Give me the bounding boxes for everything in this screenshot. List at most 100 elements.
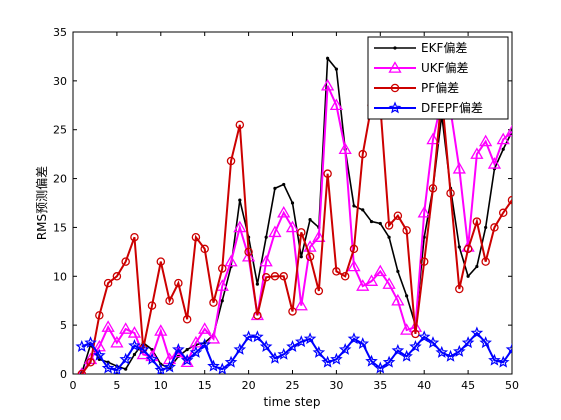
data-point	[347, 332, 361, 345]
x-tick-label: 10	[154, 379, 168, 392]
legend-entry: EKF偏差	[374, 40, 467, 55]
data-point	[419, 257, 429, 266]
data-point	[314, 286, 324, 296]
legend-marker	[388, 61, 402, 73]
y-tick-label: 15	[53, 221, 67, 234]
x-tick-label: 30	[329, 379, 343, 392]
data-point	[121, 257, 130, 266]
data-point	[320, 78, 335, 91]
data-point	[200, 244, 209, 254]
data-point	[224, 355, 238, 368]
data-point	[259, 254, 273, 267]
legend-marker	[390, 83, 400, 93]
data-point	[182, 315, 192, 324]
data-point	[364, 274, 379, 286]
data-point	[472, 217, 482, 226]
data-point	[172, 342, 185, 355]
data-point	[84, 336, 97, 349]
data-point	[487, 157, 502, 169]
data-point	[484, 225, 488, 230]
data-point	[382, 355, 396, 368]
x-tick-label: 0	[70, 379, 77, 392]
data-point	[361, 208, 365, 212]
data-point	[329, 98, 344, 111]
data-point	[268, 351, 282, 364]
data-point	[95, 311, 104, 320]
data-point	[261, 273, 271, 282]
data-point	[444, 349, 457, 362]
data-point	[323, 169, 332, 178]
legend-label: EKF偏差	[421, 40, 467, 55]
y-tick-label: 35	[53, 26, 67, 39]
data-point	[417, 330, 431, 343]
data-point	[86, 358, 95, 367]
x-axis: 0 5 10 15 20 25 30 35 40 45 50	[70, 32, 519, 392]
data-point	[251, 330, 264, 343]
data-point	[218, 264, 227, 273]
data-point	[279, 272, 288, 281]
data-point	[452, 161, 466, 174]
data-point	[191, 232, 201, 242]
data-point	[330, 352, 343, 365]
data-point	[374, 361, 387, 374]
data-point	[356, 337, 370, 350]
data-point	[198, 338, 211, 351]
data-point	[393, 211, 403, 220]
data-point	[156, 257, 166, 266]
data-point	[294, 335, 308, 348]
data-point	[505, 342, 512, 355]
data-point	[259, 340, 273, 352]
legend-box	[367, 36, 509, 120]
data-point	[384, 221, 394, 230]
data-point	[479, 336, 492, 349]
data-point	[387, 235, 391, 239]
data-point	[308, 218, 312, 222]
data-point	[268, 225, 282, 238]
x-tick-label: 5	[113, 379, 120, 392]
data-point	[233, 220, 247, 233]
data-point	[136, 342, 150, 355]
x-tick-label: 20	[242, 379, 256, 392]
legend-label: UKF偏差	[421, 60, 469, 75]
data-point	[198, 322, 212, 334]
data-point	[238, 198, 242, 202]
legend-marker	[388, 101, 402, 114]
data-point	[501, 147, 505, 151]
data-point	[422, 235, 426, 239]
data-point	[93, 348, 106, 361]
data-point	[312, 345, 326, 358]
data-point	[466, 274, 470, 278]
data-point	[77, 369, 87, 374]
data-point	[334, 67, 338, 71]
data-point	[132, 352, 137, 357]
data-point	[463, 244, 473, 254]
data-point	[496, 132, 510, 145]
data-point	[294, 298, 308, 311]
legend-label: PF偏差	[421, 80, 459, 95]
data-point	[127, 326, 142, 338]
data-point	[226, 156, 236, 166]
data-point	[417, 205, 431, 218]
data-point	[220, 299, 224, 303]
data-point	[130, 232, 139, 242]
data-point	[270, 272, 280, 281]
data-point	[286, 340, 299, 352]
legend: EKF偏差 UKF偏差 PF偏差 DFEPF偏差	[367, 36, 509, 120]
data-point	[119, 322, 133, 334]
legend-entry: PF偏差	[374, 80, 459, 95]
data-point	[119, 352, 132, 365]
data-point	[145, 352, 159, 365]
data-point	[303, 332, 317, 345]
data-point	[75, 340, 89, 352]
data-point	[321, 355, 334, 368]
data-point	[255, 282, 259, 286]
data-point	[277, 347, 291, 360]
data-point	[110, 363, 124, 374]
y-tick-label: 25	[53, 124, 67, 137]
data-point	[154, 363, 168, 374]
data-point	[470, 326, 484, 339]
data-point	[290, 201, 295, 205]
data-point	[299, 255, 303, 259]
data-point	[453, 344, 466, 357]
